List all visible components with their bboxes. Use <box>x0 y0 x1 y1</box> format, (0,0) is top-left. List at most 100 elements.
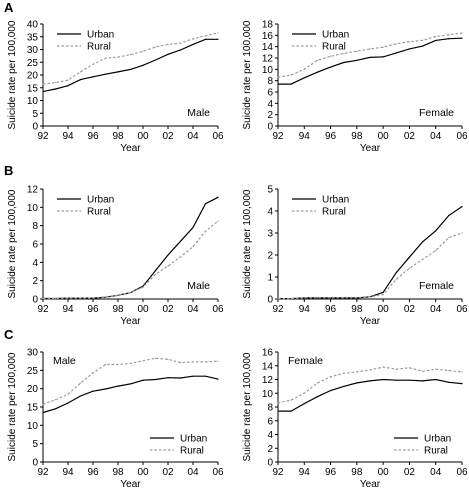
data-point-urban <box>461 206 463 208</box>
data-point-rural <box>356 371 358 373</box>
data-point-urban <box>92 76 94 78</box>
y-tick-label: 35 <box>27 32 39 43</box>
y-tick-label: 0 <box>32 458 38 469</box>
data-point-rural <box>142 286 144 288</box>
data-point-rural <box>329 55 332 57</box>
y-axis-label: Suicide rate per 100,000 <box>7 20 18 129</box>
data-point-rural <box>142 360 144 362</box>
data-point-rural <box>92 297 94 299</box>
x-tick-label: 92 <box>272 304 284 315</box>
data-point-rural <box>329 297 332 299</box>
y-tick-label: 5 <box>32 109 38 120</box>
data-point-rural <box>303 297 305 299</box>
x-tick-label: 00 <box>137 467 149 478</box>
data-point-rural <box>290 399 292 401</box>
series-line-urban <box>278 378 463 412</box>
chart-c-left: 0 5 10 15 20 25 30 92 94 96 98 00 02 04 06 Year Suicide … <box>7 348 224 491</box>
sex-annotation: Male <box>53 355 76 367</box>
y-tick-label: 14 <box>262 361 274 372</box>
data-point-rural <box>395 278 397 280</box>
panel-letter-a: A <box>4 0 14 15</box>
data-point-rural <box>54 82 57 84</box>
data-point-urban <box>421 380 424 382</box>
x-axis-label: Year <box>120 479 141 490</box>
sex-annotation: Male <box>187 107 210 119</box>
data-point-rural <box>79 297 82 299</box>
data-point-rural <box>369 48 371 50</box>
data-point-rural <box>67 297 69 299</box>
data-point-rural <box>369 296 371 298</box>
legend-label-rural: Rural <box>424 446 448 457</box>
data-point-urban <box>192 226 194 229</box>
x-tick-label: 98 <box>351 304 363 315</box>
y-tick-label: 0 <box>267 295 273 306</box>
data-point-rural <box>154 46 157 48</box>
data-point-urban <box>461 383 463 385</box>
data-point-urban <box>179 49 182 51</box>
sex-annotation: Female <box>419 280 454 292</box>
data-point-urban <box>356 382 358 384</box>
x-tick-label: 94 <box>62 304 74 315</box>
data-point-urban <box>408 256 411 258</box>
x-tick-label: 06 <box>212 304 224 315</box>
data-point-urban <box>316 396 319 398</box>
series-line-urban <box>42 38 218 93</box>
chart-b-right: 0 1 2 3 4 5 92 94 96 98 00 02 04 06 Year Suicide rate p… <box>242 185 468 328</box>
data-point-rural <box>329 376 332 378</box>
data-point-rural <box>435 250 437 252</box>
data-point-urban <box>382 56 384 58</box>
data-point-urban <box>167 377 169 379</box>
series-line-rural <box>277 32 463 78</box>
y-tick-label: 8 <box>267 403 273 414</box>
data-point-rural <box>382 366 384 368</box>
x-tick-label: 06 <box>456 304 468 315</box>
data-point-urban <box>369 56 371 59</box>
x-tick-label: 94 <box>299 467 311 478</box>
y-tick-label: 0 <box>267 458 273 469</box>
x-axis-label: Year <box>360 479 381 490</box>
data-point-urban <box>192 43 194 46</box>
data-point-rural <box>179 362 182 364</box>
data-point-rural <box>129 54 132 56</box>
data-point-rural <box>104 296 107 298</box>
data-point-rural <box>448 34 450 36</box>
x-tick-label: 02 <box>162 467 174 478</box>
y-tick-label: 2 <box>267 110 273 121</box>
x-tick-label: 98 <box>112 131 124 142</box>
y-tick-label: 16 <box>262 348 274 359</box>
data-point-rural <box>316 59 319 61</box>
data-point-urban <box>42 411 44 414</box>
y-axis-label: Suicide rate per 100,000 <box>242 189 253 298</box>
y-tick-label: 16 <box>262 31 274 42</box>
y-tick-label: 14 <box>262 42 274 53</box>
data-point-urban <box>303 77 305 79</box>
data-point-rural <box>382 46 384 48</box>
data-point-rural <box>192 361 194 363</box>
x-tick-label: 00 <box>378 467 390 478</box>
data-point-urban <box>217 38 219 40</box>
data-point-rural <box>461 232 463 234</box>
y-axis-label: Suicide rate per 100,000 <box>242 20 253 129</box>
x-tick-label: 06 <box>456 467 468 478</box>
y-tick-label: 3 <box>267 229 273 240</box>
y-tick-label: 25 <box>27 58 39 69</box>
data-point-rural <box>408 367 411 369</box>
x-axis-label: Year <box>360 143 381 154</box>
y-tick-label: 12 <box>262 375 274 386</box>
data-point-rural <box>369 369 371 371</box>
data-point-urban <box>179 377 182 379</box>
legend-label-rural: Rural <box>180 446 204 457</box>
x-tick-label: 02 <box>162 304 174 315</box>
data-point-rural <box>117 294 119 296</box>
data-point-rural <box>408 267 411 269</box>
data-point-urban <box>142 379 144 381</box>
data-point-rural <box>277 76 279 78</box>
x-tick-label: 04 <box>430 131 442 142</box>
data-point-rural <box>142 50 144 52</box>
data-point-urban <box>277 410 279 412</box>
data-point-rural <box>167 265 169 267</box>
y-tick-label: 0 <box>32 295 38 306</box>
x-tick-label: 98 <box>112 467 124 478</box>
